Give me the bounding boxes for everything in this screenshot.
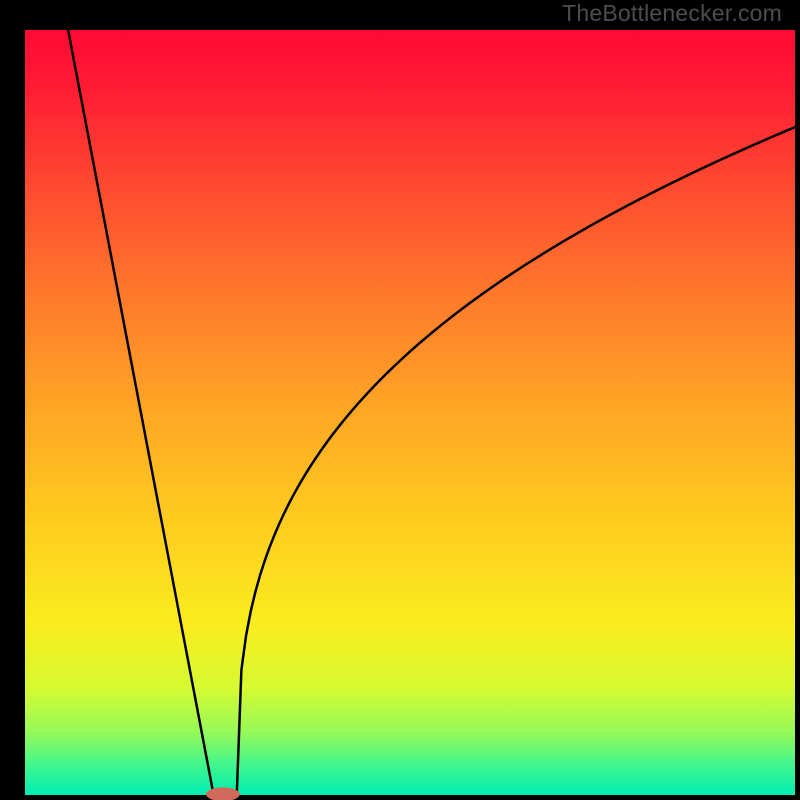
chart-container: TheBottlenecker.com: [0, 0, 800, 800]
watermark-text: TheBottlenecker.com: [562, 0, 782, 27]
bottleneck-chart: [0, 0, 800, 800]
